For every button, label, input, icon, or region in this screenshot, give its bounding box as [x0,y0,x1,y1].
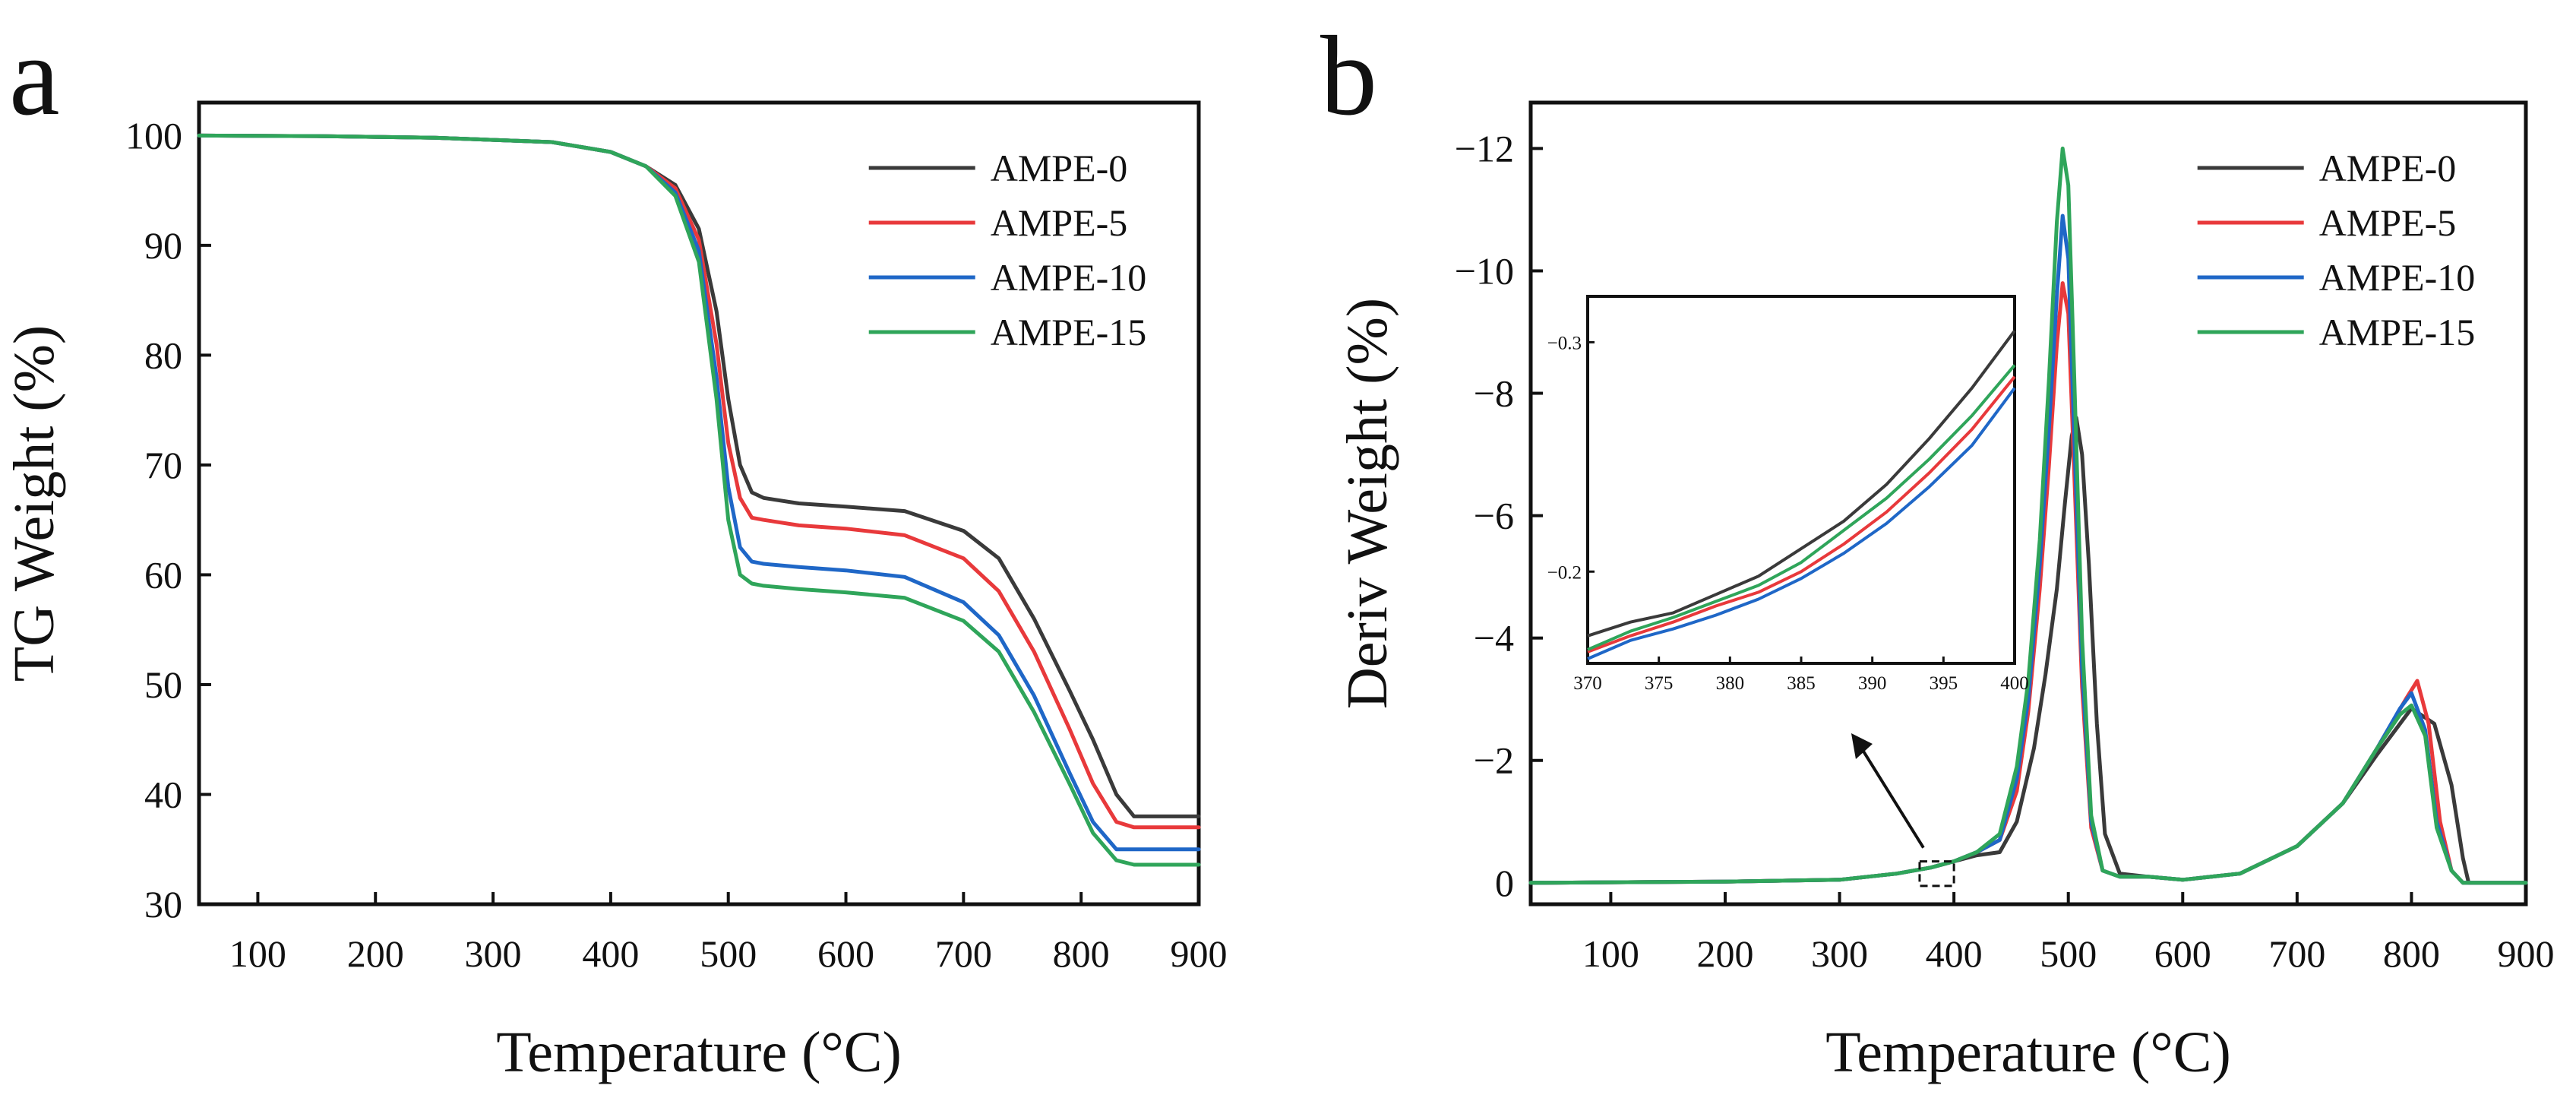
pb-ytick-label: −12 [1455,127,1514,169]
pb-series-line-ampe-15 [1528,146,2528,885]
pa-xtick-label: 600 [817,932,874,975]
pa-legend-label-ampe-5: AMPE-5 [991,201,1128,244]
pb-xtick-label: 300 [1811,932,1868,975]
pa-legend-label-ampe-15: AMPE-15 [991,311,1147,353]
pb-inset-series-line-ampe-15 [1587,364,2016,651]
pb-y-axis-title: Deriv Weight (%) [1335,298,1399,709]
pb-inset-xtick-label: 385 [1787,673,1816,694]
pb-inset-series-line-ampe-10 [1587,387,2016,660]
pb-xtick-label: 800 [2383,932,2440,975]
pb-legend-label-ampe-5: AMPE-5 [2319,201,2457,244]
pb-inset-series-line-ampe-5 [1587,375,2016,653]
pa-xtick-label: 900 [1171,932,1228,975]
pa-xtick-label: 300 [465,932,522,975]
pa-ytick-label: 70 [144,444,182,486]
pb-xtick-label: 600 [2154,932,2211,975]
pa-legend-label-ampe-0: AMPE-0 [991,147,1128,189]
pb-plot-frame [1528,100,2528,907]
pb-x-axis-title: Temperature (°C) [1825,1020,2231,1084]
pa-plot-frame [197,100,1201,907]
pa-ytick-label: 100 [125,114,182,157]
pa-ytick-label: 50 [144,663,182,706]
pb-inset-xtick-label: 395 [1930,673,1958,694]
pb-inset-frame [1586,295,2016,665]
pa-xtick-label: 200 [347,932,404,975]
pb-inset-xtick-label: 375 [1645,673,1674,694]
pb-zoom-arrow-shaft [1857,742,1925,849]
pa-ytick-label: 40 [144,773,182,815]
pa-ytick-label: 30 [144,883,182,926]
panel-letter-b: b [1320,13,1377,139]
pb-ytick-label: −4 [1474,617,1514,660]
pa-ytick-label: 60 [144,553,182,596]
pb-xtick-label: 100 [1582,932,1639,975]
pb-ytick-label: −2 [1474,739,1514,782]
pb-ytick-label: −6 [1474,495,1514,537]
pb-xtick-label: 700 [2268,932,2325,975]
pa-series-line-ampe-15 [197,133,1201,867]
pb-ytick-label: −10 [1455,249,1514,292]
pa-x-axis-title: Temperature (°C) [496,1020,902,1084]
pb-inset-xtick-label: 400 [2000,673,2029,694]
pa-xtick-label: 100 [229,932,286,975]
pb-legend-label-ampe-15: AMPE-15 [2319,311,2476,353]
pb-ytick-label: −8 [1474,372,1514,415]
pb-zoom-region-marker [1918,860,1955,888]
pb-inset-xtick-label: 380 [1716,673,1745,694]
pb-xtick-label: 200 [1696,932,1753,975]
panel-letter-a: a [9,13,60,139]
pb-inset-ytick-label: −0.2 [1547,562,1582,583]
pa-xtick-label: 800 [1053,932,1110,975]
pb-xtick-label: 900 [2498,932,2555,975]
pa-xtick-label: 700 [935,932,992,975]
pb-ytick-label: 0 [1495,862,1514,904]
pb-xtick-label: 500 [2040,932,2097,975]
pa-ytick-label: 80 [144,334,182,376]
chart-b-deriv-weight: 100 200 300 400 500 600 700 800 900 0 −2 −4 −6 −8 −10 −… [1335,100,2555,1084]
pb-inset-xtick-label: 390 [1858,673,1887,694]
pb-xtick-label: 400 [1926,932,1983,975]
pa-y-axis-title: TG Weight (%) [2,325,66,682]
pa-legend-label-ampe-10: AMPE-10 [991,256,1147,299]
pb-inset-series-line-ampe-0 [1587,330,2016,638]
pb-legend-label-ampe-0: AMPE-0 [2319,147,2457,189]
chart-a-tg-weight: 100 200 300 400 500 600 700 800 900 30 40 50 60 70 80 9… [2,100,1228,1084]
pa-ytick-label: 90 [144,224,182,267]
pa-xtick-label: 400 [582,932,639,975]
pb-inset-ytick-label: −0.3 [1547,333,1582,353]
pb-inset-xtick-label: 370 [1573,673,1602,694]
pb-legend-label-ampe-10: AMPE-10 [2319,256,2476,299]
pb-zoom-arrow-head [1851,733,1873,759]
pa-xtick-label: 500 [700,932,757,975]
